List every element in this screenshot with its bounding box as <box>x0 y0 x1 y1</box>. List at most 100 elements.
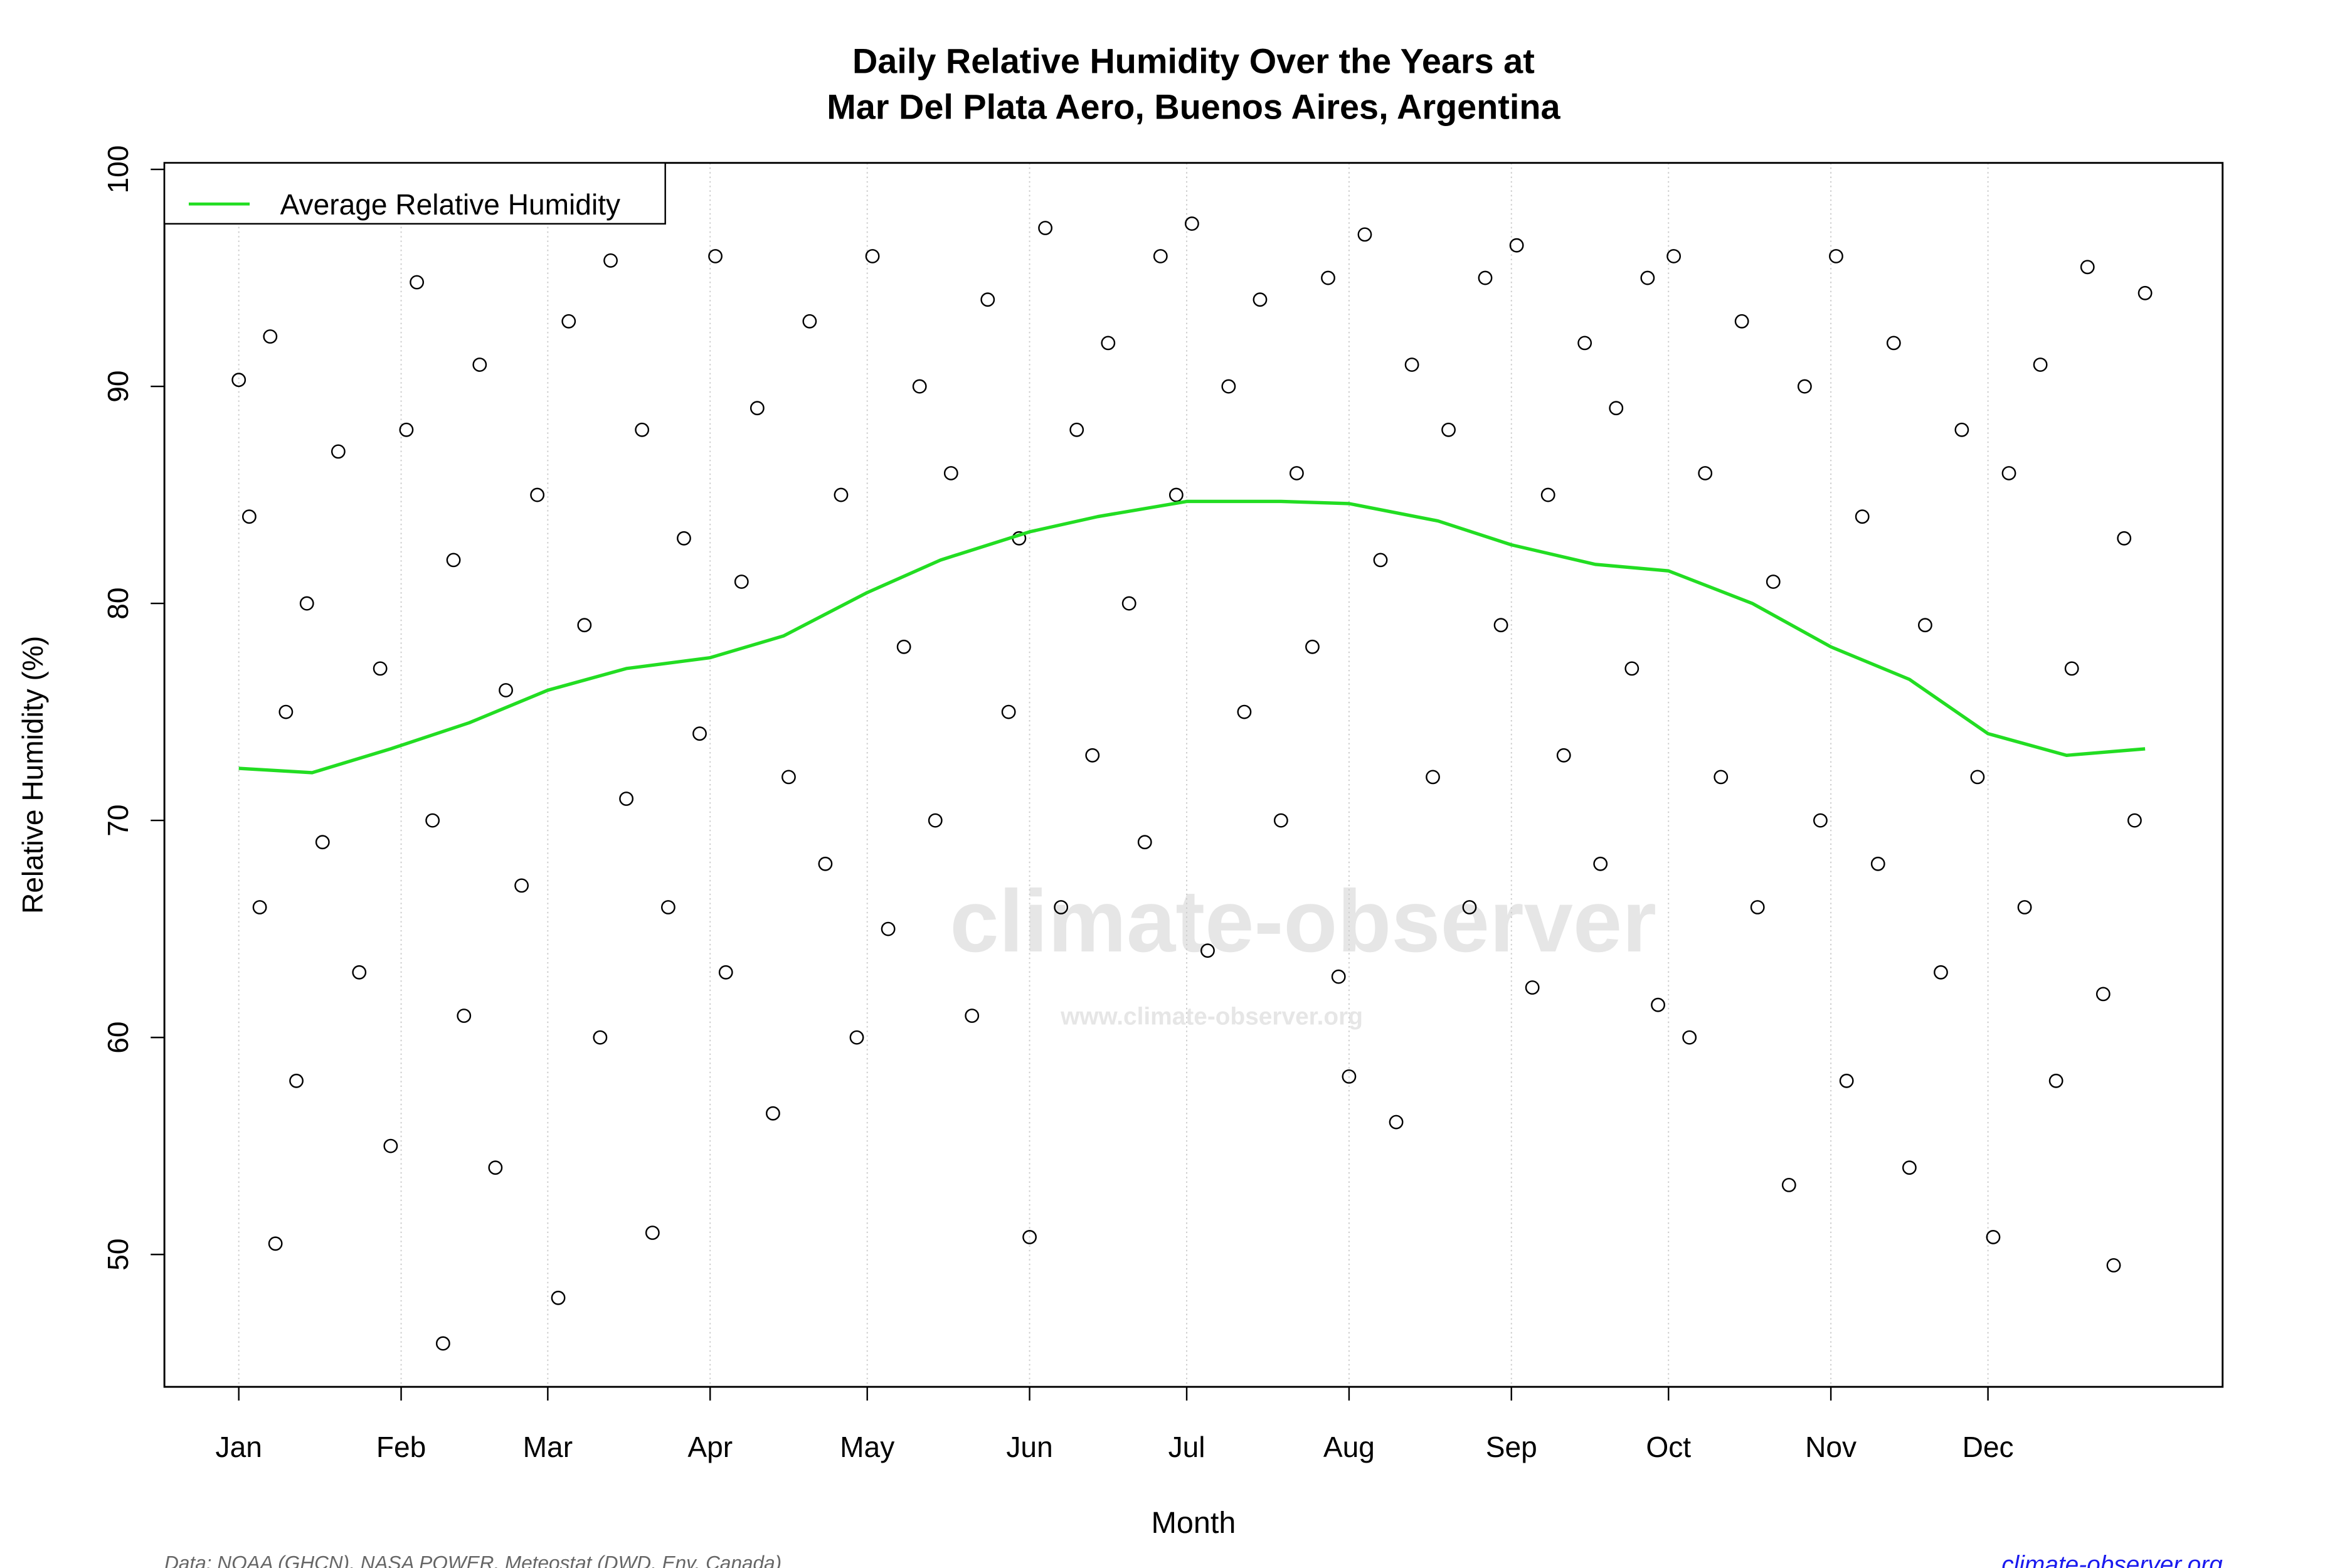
data-point <box>457 1009 472 1023</box>
legend-label: Average Relative Humidity <box>280 188 620 221</box>
data-point <box>1478 270 1493 285</box>
data-point <box>1797 379 1812 394</box>
data-point <box>1609 401 1624 416</box>
x-tick-label: Jul <box>1168 1431 1205 1463</box>
x-tick-label: Mar <box>523 1431 573 1463</box>
y-tick-label: 60 <box>102 1021 134 1053</box>
data-point <box>1540 487 1555 502</box>
data-point <box>896 639 911 654</box>
data-point <box>331 444 346 459</box>
data-point <box>1069 422 1084 437</box>
data-point <box>1525 980 1540 995</box>
data-point <box>2048 1073 2063 1088</box>
x-tick-label: Sep <box>1486 1431 1537 1463</box>
data-point <box>718 965 733 980</box>
data-point <box>1237 704 1252 719</box>
data-point <box>1137 835 1152 850</box>
data-point <box>514 878 529 893</box>
data-point <box>373 661 388 676</box>
data-point <box>352 965 367 980</box>
data-point <box>818 856 833 871</box>
data-point <box>1855 509 1870 524</box>
data-point <box>677 531 691 546</box>
data-point <box>399 422 414 437</box>
average-line <box>238 499 2146 775</box>
data-point <box>1750 900 1765 914</box>
data-point <box>593 1030 608 1045</box>
data-point <box>1651 997 1665 1012</box>
x-tick-label: Feb <box>376 1431 426 1463</box>
data-point <box>1577 336 1592 351</box>
data-point <box>881 921 896 936</box>
data-point <box>1870 856 1885 871</box>
legend-box <box>163 162 666 225</box>
data-point <box>488 1160 503 1175</box>
data-point <box>1168 487 1184 502</box>
data-point <box>1253 292 1268 307</box>
data-point <box>635 422 650 437</box>
chart-title: Daily Relative Humidity Over the Years a… <box>852 41 1535 81</box>
data-point <box>1829 249 1843 263</box>
data-point <box>1970 770 1985 785</box>
data-point <box>1813 813 1828 828</box>
x-tick-label: Nov <box>1805 1431 1857 1463</box>
data-point <box>1357 227 1372 242</box>
data-point <box>1022 1230 1037 1244</box>
data-point <box>1556 748 1571 763</box>
data-point <box>278 704 294 719</box>
data-point <box>1441 422 1456 437</box>
data-point <box>834 487 849 502</box>
data-point <box>865 249 880 263</box>
data-point <box>1404 358 1419 372</box>
data-point <box>1221 379 1236 394</box>
data-point <box>2095 987 2111 1002</box>
data-point <box>1001 704 1016 719</box>
data-point <box>980 292 995 307</box>
data-point <box>1509 238 1524 253</box>
data-point <box>943 466 958 480</box>
data-point <box>446 553 461 568</box>
data-point <box>231 373 246 388</box>
data-point <box>1902 1160 1917 1175</box>
y-tick-label: 70 <box>102 804 134 836</box>
data-point <box>425 813 440 828</box>
plot-frame <box>163 162 2224 1388</box>
watermark: climate-observer <box>950 872 1656 970</box>
data-point <box>1101 336 1116 351</box>
data-point <box>383 1138 398 1153</box>
data-point <box>1766 575 1781 589</box>
data-point <box>1624 661 1640 676</box>
data-point <box>1682 1030 1697 1045</box>
data-point <box>781 770 796 785</box>
y-axis-label: Relative Humidity (%) <box>16 636 49 914</box>
data-point <box>1305 639 1320 654</box>
data-point <box>965 1009 980 1023</box>
data-point <box>1290 466 1304 480</box>
data-point <box>2017 900 2032 914</box>
data-point <box>1054 900 1069 914</box>
data-point <box>1593 856 1608 871</box>
data-point <box>1153 249 1168 263</box>
data-point <box>2064 661 2079 676</box>
data-point <box>1734 314 1749 329</box>
data-point <box>1331 969 1346 984</box>
data-point <box>1666 249 1682 263</box>
data-point <box>619 792 634 806</box>
data-point <box>561 314 576 329</box>
data-point <box>1321 270 1335 285</box>
x-tick-label: Oct <box>1646 1431 1691 1463</box>
y-tick-label: 90 <box>102 370 134 402</box>
data-point <box>1342 1069 1357 1084</box>
data-point <box>2106 1258 2121 1273</box>
data-point <box>410 275 425 290</box>
data-point <box>708 249 723 263</box>
website-link[interactable]: climate-observer.org <box>2001 1551 2223 1568</box>
data-point <box>289 1073 304 1088</box>
x-tick-label: Dec <box>1963 1431 2014 1463</box>
data-point <box>299 596 314 611</box>
data-point <box>252 900 267 914</box>
x-tick-label: Jan <box>216 1431 262 1463</box>
data-point <box>315 835 330 850</box>
data-point <box>1389 1115 1404 1130</box>
